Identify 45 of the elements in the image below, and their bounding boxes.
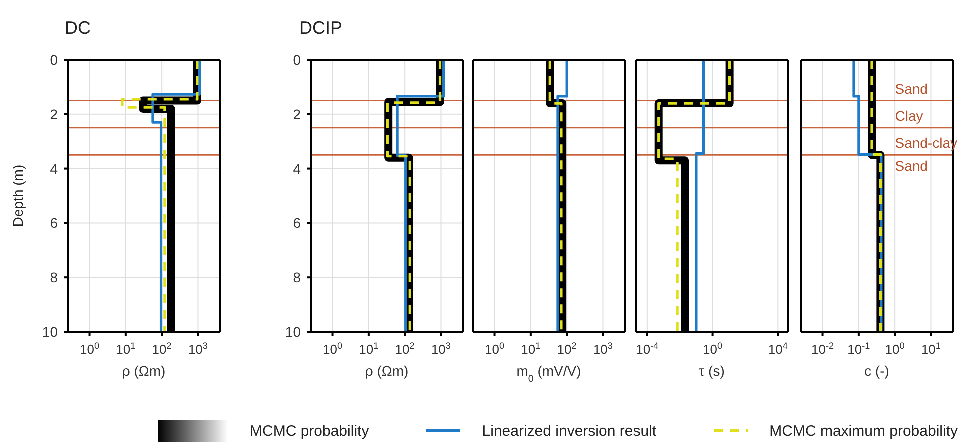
legend-label: MCMC probability [250, 422, 370, 440]
x-axis-title: c (-) [864, 363, 890, 379]
y-tick-label: 2 [293, 106, 302, 122]
x-tick-label: 10$^{2}$ [395, 341, 415, 357]
x-tick-label: 10$^{1}$ [921, 341, 941, 357]
chart-title: DC [64, 18, 92, 39]
annotation: Clay [895, 108, 924, 125]
x-tick-label: 10$^{0}$ [703, 341, 723, 357]
x-tick-label: 10$^{0}$ [885, 341, 905, 357]
chart-title: DCIP [298, 18, 344, 39]
x-axis-title: m$_{0}$ (mV/V) [516, 363, 582, 384]
y-tick-label: 4 [50, 160, 58, 177]
y-tick-label: 10 [42, 324, 58, 340]
x-tick-label: 10$^{1}$ [359, 341, 379, 357]
y-tick-label: 8 [50, 270, 58, 286]
x-tick-label: 10$^{0}$ [485, 341, 505, 357]
legend-label: Linearized inversion result [482, 422, 657, 440]
x-tick-label: 10$^{-4}$ [636, 341, 659, 357]
y-axis-title: Depth (m) [10, 164, 26, 228]
annotation: Sand [895, 80, 928, 98]
x-tick-label: 10$^{-2}$ [811, 341, 834, 357]
x-tick-label: 10$^{2}$ [152, 341, 172, 357]
annotation: Sand [895, 158, 928, 176]
y-tick-label: 0 [293, 52, 302, 68]
x-axis-title: ρ (Ωm) [122, 363, 166, 379]
x-axis-title: τ (s) [699, 363, 725, 379]
x-tick-label: 10$^{2}$ [557, 341, 577, 357]
x-tick-label: 10$^{0}$ [80, 341, 100, 357]
x-tick-label: 10$^{1}$ [116, 341, 136, 357]
y-tick-label: 4 [293, 160, 302, 177]
y-tick-label: 6 [293, 215, 302, 232]
y-tick-label: 6 [50, 215, 58, 232]
x-tick-label: 10$^{3}$ [431, 341, 451, 357]
x-tick-label: 10$^{3}$ [188, 341, 208, 357]
x-tick-label: 10$^{3}$ [593, 341, 613, 357]
x-axis-title: ρ (Ωm) [365, 363, 409, 379]
x-tick-label: 10$^{4}$ [768, 341, 788, 357]
x-tick-label: 10$^{1}$ [521, 341, 541, 357]
x-tick-label: 10$^{0}$ [323, 341, 343, 357]
x-tick-label: 10$^{-1}$ [848, 341, 870, 357]
y-tick-label: 10 [285, 324, 302, 340]
y-tick-label: 8 [293, 270, 302, 286]
y-tick-label: 2 [50, 106, 58, 122]
y-tick-label: 0 [50, 52, 58, 68]
legend-label: MCMC maximum probability [770, 422, 958, 440]
